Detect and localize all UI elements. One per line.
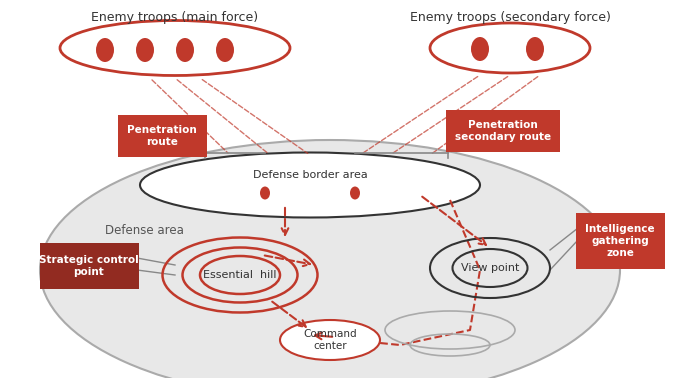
FancyBboxPatch shape	[576, 213, 665, 269]
Text: Enemy troops (main force): Enemy troops (main force)	[91, 11, 259, 25]
Ellipse shape	[260, 186, 270, 200]
Ellipse shape	[136, 38, 154, 62]
Text: Intelligence
gathering
zone: Intelligence gathering zone	[585, 225, 655, 257]
Text: View point: View point	[461, 263, 519, 273]
FancyBboxPatch shape	[118, 115, 207, 157]
Text: Penetration
secondary route: Penetration secondary route	[455, 120, 551, 142]
Ellipse shape	[526, 37, 544, 61]
Text: Command
center: Command center	[303, 329, 357, 351]
Text: Penetration
route: Penetration route	[127, 125, 197, 147]
Ellipse shape	[216, 38, 234, 62]
Ellipse shape	[350, 186, 360, 200]
FancyBboxPatch shape	[446, 110, 560, 152]
Text: Strategic control
point: Strategic control point	[39, 255, 139, 277]
FancyBboxPatch shape	[40, 243, 139, 289]
Ellipse shape	[176, 38, 194, 62]
Text: Defense area: Defense area	[105, 223, 184, 237]
Ellipse shape	[140, 152, 480, 217]
Text: Defense border area: Defense border area	[252, 170, 367, 180]
Ellipse shape	[280, 320, 380, 360]
Text: Essential  hill: Essential hill	[203, 270, 277, 280]
Ellipse shape	[40, 140, 620, 378]
Ellipse shape	[471, 37, 489, 61]
Ellipse shape	[96, 38, 114, 62]
Text: Enemy troops (secondary force): Enemy troops (secondary force)	[410, 11, 610, 25]
